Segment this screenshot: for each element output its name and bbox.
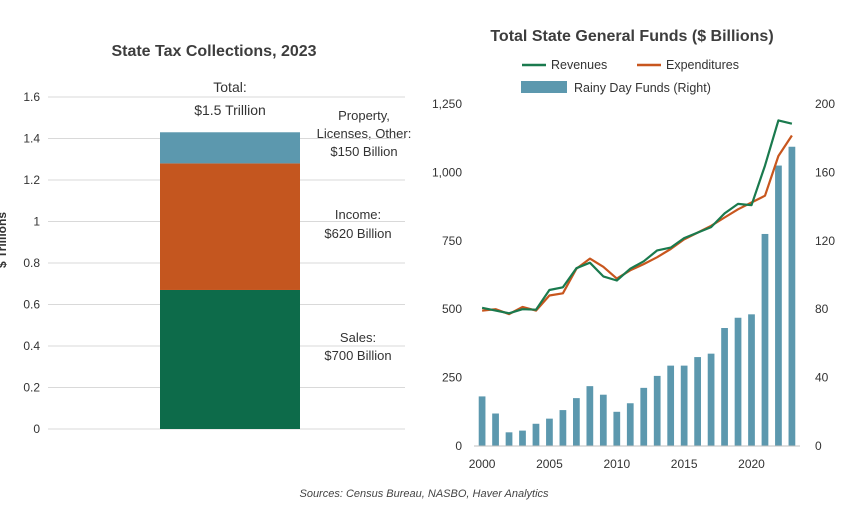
property-annotation-line-2: Licenses, Other: bbox=[317, 126, 412, 141]
right-chart-left-y-tick-label: 250 bbox=[442, 371, 462, 385]
rainy-day-bar bbox=[748, 314, 755, 446]
rainy-day-bar bbox=[573, 398, 580, 446]
right-chart-right-y-tick-label: 160 bbox=[815, 165, 835, 179]
rainy-day-bar bbox=[761, 233, 769, 446]
rainy-day-bar bbox=[653, 375, 661, 446]
rainy-day-bar bbox=[640, 387, 648, 446]
property-annotation-line-1: Property, bbox=[338, 108, 390, 123]
right-chart-x-tick-label: 2020 bbox=[738, 457, 765, 471]
rainy-day-bar bbox=[694, 357, 701, 446]
rainy-day-bar bbox=[707, 353, 715, 446]
property-annotation-line-3: $150 Billion bbox=[330, 144, 397, 159]
revenues-line bbox=[481, 119, 793, 315]
rainy-day-bar bbox=[613, 411, 621, 446]
rainy-day-bar bbox=[492, 413, 499, 446]
left-y-tick-label: 0.4 bbox=[23, 339, 40, 353]
rainy-day-bar bbox=[599, 394, 607, 446]
right-chart-right-y-tick-label: 200 bbox=[815, 97, 835, 111]
right-chart-right-y-tick-label: 80 bbox=[815, 302, 829, 316]
rainy-day-bar bbox=[478, 396, 486, 446]
total-annotation-line-1: Total: bbox=[213, 79, 246, 95]
left-y-tick-label: 0.2 bbox=[23, 381, 40, 395]
rainy-day-bar bbox=[546, 418, 553, 446]
legend-rainy-day-swatch bbox=[521, 81, 567, 93]
right-chart-left-y-tick-label: 500 bbox=[442, 302, 462, 316]
rainy-day-bar bbox=[559, 410, 567, 446]
left-y-tick-label: 0.8 bbox=[23, 256, 40, 270]
rainy-day-bar bbox=[775, 165, 782, 446]
left-plot-area: 0 0.2 0.4 0.6 0.8 1 1.2 1.4 1.6 bbox=[23, 90, 405, 436]
right-chart-left-y-tick-label: 1,000 bbox=[432, 165, 462, 179]
right-chart-title: Total State General Funds ($ Billions) bbox=[490, 28, 773, 45]
right-chart-x-tick-label: 2005 bbox=[536, 457, 563, 471]
left-chart-title: State Tax Collections, 2023 bbox=[111, 43, 316, 60]
income-annotation-line-2: $620 Billion bbox=[324, 226, 391, 241]
legend-rainy-day-label: Rainy Day Funds (Right) bbox=[574, 81, 711, 95]
rainy-day-bar bbox=[586, 386, 594, 446]
right-chart-x-tick-label: 2015 bbox=[671, 457, 698, 471]
rainy-day-bar bbox=[734, 317, 742, 446]
rainy-day-bar bbox=[721, 328, 728, 446]
right-chart-left-y-tick-label: 0 bbox=[455, 439, 462, 453]
total-annotation-line-2: $1.5 Trillion bbox=[194, 102, 266, 118]
left-y-tick-label: 0.6 bbox=[23, 298, 40, 312]
rainy-day-bar bbox=[505, 432, 513, 446]
stacked-bar-segment-sales bbox=[160, 289, 300, 429]
rainy-day-bar bbox=[680, 365, 688, 446]
stacked-bar-segment-property bbox=[160, 132, 300, 164]
right-chart-x-tick-label: 2000 bbox=[469, 457, 496, 471]
right-chart-right-y-tick-label: 120 bbox=[815, 234, 835, 248]
right-chart-left-y-tick-label: 1,250 bbox=[432, 97, 462, 111]
right-chart-right-y-tick-label: 0 bbox=[815, 439, 822, 453]
rainy-day-bar bbox=[788, 146, 796, 446]
left-y-axis-label: $ Trillions bbox=[0, 212, 9, 268]
stacked-bar-segment-income bbox=[160, 163, 300, 290]
expenditures-line bbox=[481, 134, 793, 316]
right-plot-area: 0 250 500 750 1,000 1,250 0 40 80 120 160 200 2000 20… bbox=[432, 97, 835, 471]
legend-expenditures-label: Expenditures bbox=[666, 58, 739, 72]
right-chart-left-y-tick-label: 750 bbox=[442, 234, 462, 248]
rainy-day-bar bbox=[519, 430, 526, 446]
source-note: Sources: Census Bureau, NASBO, Haver Ana… bbox=[299, 488, 549, 500]
income-annotation-line-1: Income: bbox=[335, 207, 381, 222]
right-chart-right-y-tick-label: 40 bbox=[815, 371, 829, 385]
sales-annotation-line-1: Sales: bbox=[340, 330, 376, 345]
left-y-tick-label: 1.2 bbox=[23, 173, 40, 187]
sales-annotation-line-2: $700 Billion bbox=[324, 348, 391, 363]
legend-revenues-label: Revenues bbox=[551, 58, 607, 72]
left-y-tick-label: 1.6 bbox=[23, 90, 40, 104]
rainy-day-bar bbox=[667, 365, 675, 446]
left-y-tick-label: 1.4 bbox=[23, 132, 40, 146]
rainy-day-bar bbox=[532, 423, 540, 446]
left-y-tick-label: 0 bbox=[33, 422, 40, 436]
rainy-day-bar bbox=[626, 403, 634, 446]
right-chart-x-tick-label: 2010 bbox=[603, 457, 630, 471]
left-y-tick-label: 1 bbox=[33, 215, 40, 229]
